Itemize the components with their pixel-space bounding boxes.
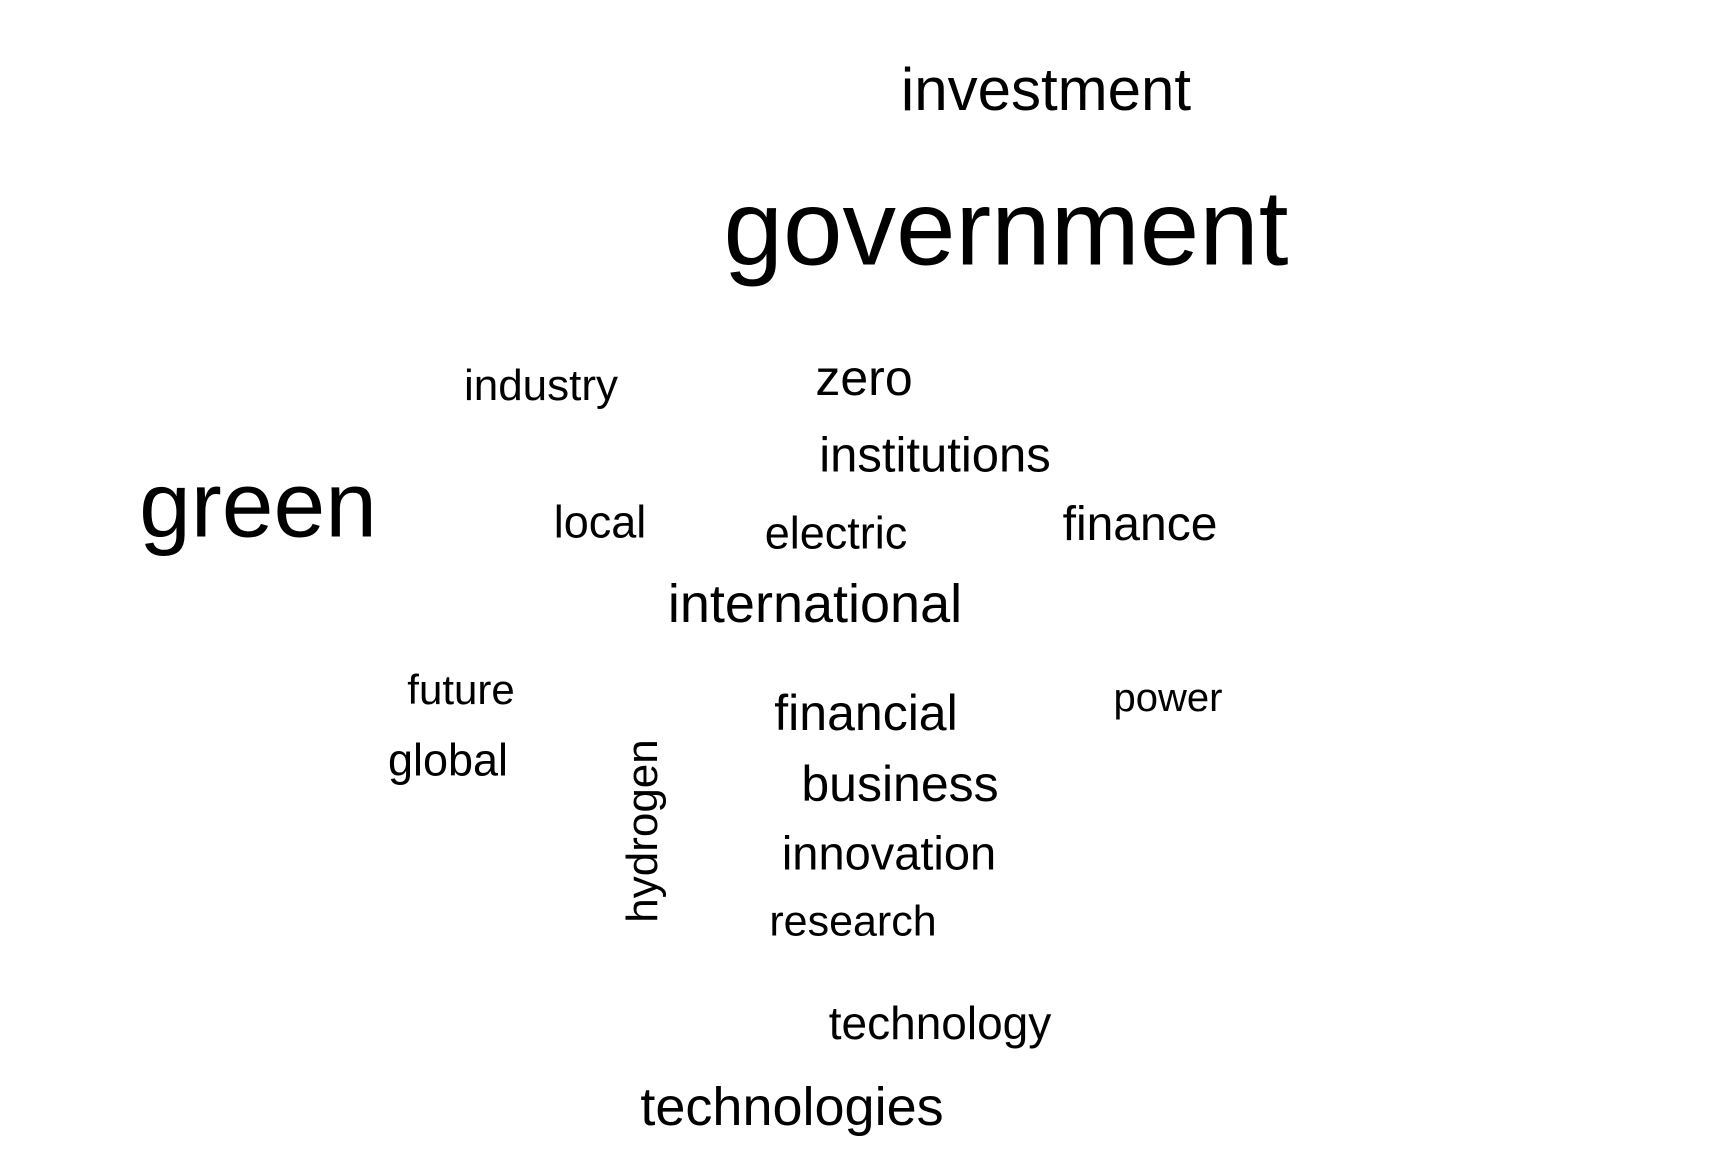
word-technologies: technologies	[640, 1077, 944, 1137]
word-hydrogen: hydrogen	[618, 739, 667, 923]
word-industry: industry	[463, 361, 619, 410]
word-international: international	[667, 574, 963, 634]
word-future: future	[407, 666, 515, 713]
word-financial: financial	[774, 685, 958, 741]
word-business: business	[801, 756, 999, 812]
word-power: power	[1113, 676, 1223, 720]
word-local: local	[553, 496, 647, 548]
word-zero: zero	[815, 350, 913, 406]
word-green: green	[139, 452, 377, 557]
word-global: global	[387, 734, 509, 786]
word-research: research	[769, 897, 937, 946]
word-innovation: innovation	[781, 826, 997, 880]
word-finance: finance	[1062, 498, 1218, 551]
word-investment: investment	[900, 56, 1192, 123]
word-electric: electric	[764, 507, 908, 559]
word-government: government	[723, 167, 1289, 288]
word-technology: technology	[828, 997, 1052, 1049]
word-institutions: institutions	[819, 428, 1051, 483]
